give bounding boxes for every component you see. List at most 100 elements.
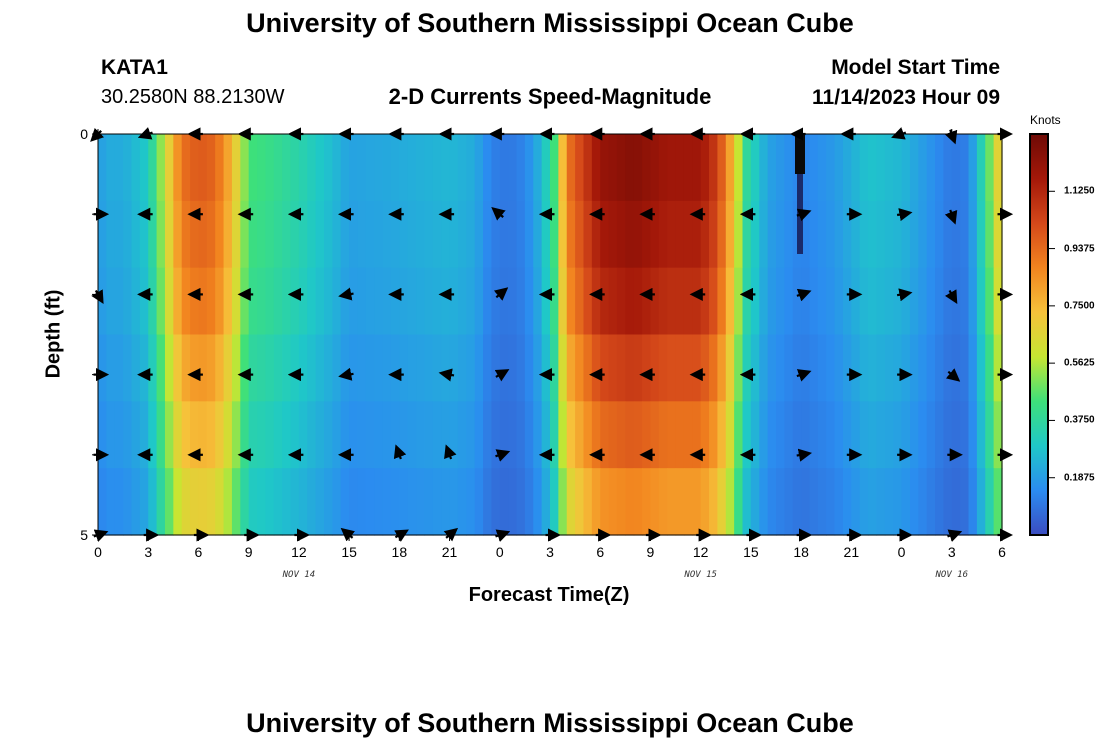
heatmap-cell xyxy=(424,334,434,402)
heatmap-cell xyxy=(909,468,919,536)
heatmap-cell xyxy=(608,334,618,402)
heatmap-cell xyxy=(257,334,267,402)
heatmap-cell xyxy=(332,200,342,269)
heatmap-cell xyxy=(533,200,543,269)
heatmap-cell xyxy=(106,468,116,536)
heatmap-cell xyxy=(633,401,643,469)
heatmap-cell xyxy=(909,334,919,402)
heatmap-cell xyxy=(315,267,325,336)
heatmap-cell xyxy=(759,267,769,336)
heatmap-cell xyxy=(558,468,568,536)
heatmap-cell xyxy=(709,401,719,469)
heatmap-cell xyxy=(667,468,677,536)
heatmap-cell xyxy=(432,267,442,336)
heatmap-cell xyxy=(918,334,928,402)
page-title: University of Southern Mississippi Ocean… xyxy=(246,8,854,38)
heatmap-cell xyxy=(265,267,275,336)
heatmap-cell xyxy=(884,468,894,536)
heatmap-cell xyxy=(449,468,459,536)
heatmap-cell xyxy=(98,267,107,336)
heatmap-cell xyxy=(842,401,852,469)
heatmap-cell xyxy=(776,468,785,536)
heatmap-cell xyxy=(616,401,626,469)
heatmap-cell xyxy=(181,134,191,202)
heatmap-cell xyxy=(767,401,777,469)
heatmap-cell xyxy=(399,134,409,202)
heatmap-cell xyxy=(240,401,250,469)
heatmap-cell xyxy=(424,134,434,202)
heatmap-cell xyxy=(608,401,618,469)
heatmap-cell xyxy=(332,401,342,469)
heatmap-cell xyxy=(508,200,518,269)
heatmap-cell xyxy=(139,401,149,469)
heatmap-cell xyxy=(457,468,467,536)
heatmap-cell xyxy=(382,468,392,536)
heatmap-cell xyxy=(273,468,283,536)
heatmap-cell xyxy=(449,200,459,269)
heatmap-cell xyxy=(583,468,593,536)
heatmap-cell xyxy=(273,401,283,469)
heatmap-cell xyxy=(240,468,250,536)
heatmap-cell xyxy=(926,334,936,402)
heatmap-cell xyxy=(935,401,945,469)
missing-data-streak xyxy=(795,134,805,174)
heatmap-cell xyxy=(650,200,660,269)
heatmap-cell xyxy=(717,267,727,336)
heatmap-cell xyxy=(499,334,509,402)
heatmap-cell xyxy=(533,134,543,202)
heatmap-cell xyxy=(826,134,836,202)
heatmap-cell xyxy=(282,401,292,469)
current-arrow xyxy=(896,288,913,302)
heatmap-cell xyxy=(315,401,325,469)
heatmap-cell xyxy=(273,200,283,269)
day-label: NOV 14 xyxy=(282,570,316,580)
heatmap-cell xyxy=(390,468,400,536)
heatmap-cell xyxy=(985,401,995,469)
heatmap-cell xyxy=(851,200,861,269)
x-tick-label: 18 xyxy=(793,544,809,560)
heatmap-cell xyxy=(926,267,936,336)
heatmap-cell xyxy=(491,134,501,202)
heatmap-cell xyxy=(298,401,308,469)
current-arrow xyxy=(338,287,354,301)
heatmap-cell xyxy=(198,134,208,202)
heatmap-cell xyxy=(139,267,149,336)
x-tick-label: 6 xyxy=(194,544,203,560)
heatmap-cell xyxy=(734,200,744,269)
heatmap-cell xyxy=(859,401,869,469)
heatmap-cell xyxy=(198,267,208,336)
heatmap-cell xyxy=(374,401,384,469)
model-start-label: Model Start Time xyxy=(831,56,1000,79)
heatmap-cell xyxy=(466,334,476,402)
heatmap-cell xyxy=(374,334,384,402)
heatmap-cell xyxy=(483,134,493,202)
heatmap-cell xyxy=(231,401,241,469)
heatmap-cell xyxy=(298,468,308,536)
heatmap-cell xyxy=(533,401,543,469)
heatmap-cell xyxy=(407,468,417,536)
heatmap-cell xyxy=(190,267,200,336)
heatmap-cell xyxy=(457,200,467,269)
heatmap-cell xyxy=(658,267,668,336)
heatmap-cell xyxy=(742,267,752,336)
heatmap-cell xyxy=(650,334,660,402)
heatmap-cell xyxy=(725,134,735,202)
heatmap-cell xyxy=(675,401,685,469)
heatmap-cell xyxy=(642,468,652,536)
heatmap-cell xyxy=(441,200,451,269)
heatmap-cell xyxy=(658,200,668,269)
heatmap-cell xyxy=(374,267,384,336)
heatmap-cell xyxy=(667,267,677,336)
heatmap-cell xyxy=(441,334,451,402)
x-tick-label: 21 xyxy=(441,544,458,560)
heatmap-cell xyxy=(700,200,710,269)
heatmap-cell xyxy=(123,200,133,269)
heatmap-cell xyxy=(642,334,652,402)
heatmap-cell xyxy=(642,401,652,469)
heatmap-cell xyxy=(809,468,819,536)
heatmap-cell xyxy=(960,401,970,469)
heatmap-cell xyxy=(817,401,827,469)
heatmap-cell xyxy=(257,200,267,269)
current-arrow xyxy=(491,207,506,221)
heatmap-cell xyxy=(441,468,451,536)
